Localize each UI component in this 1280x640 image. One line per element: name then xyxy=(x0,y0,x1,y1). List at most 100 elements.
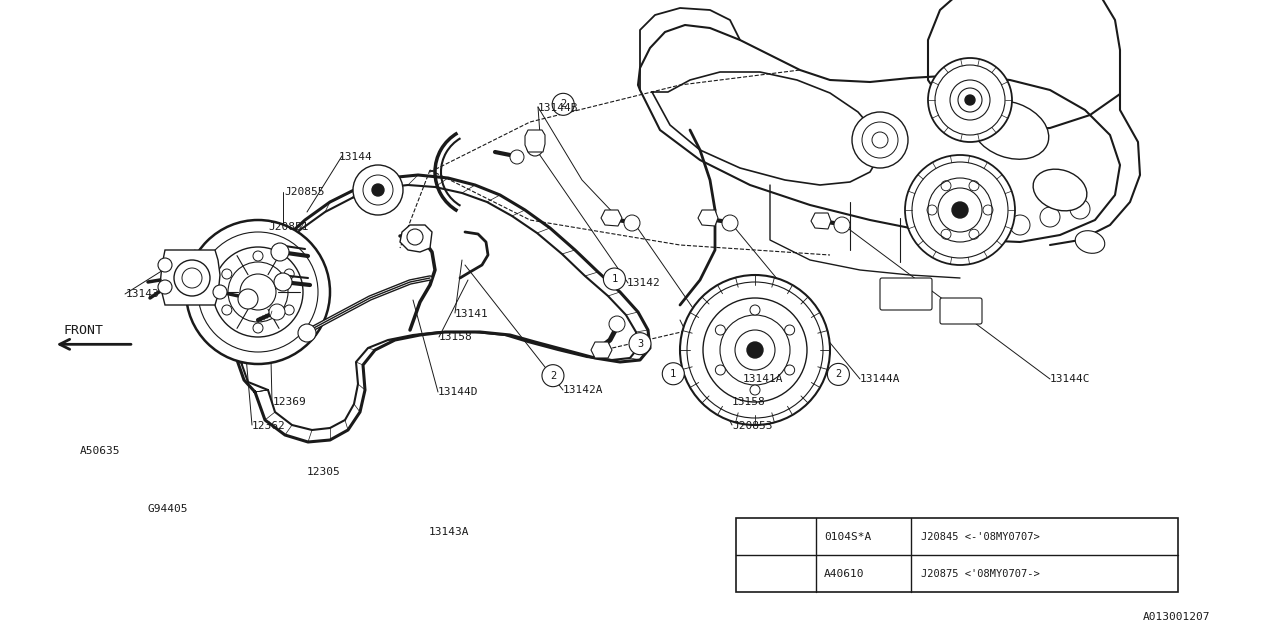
Text: 13141: 13141 xyxy=(454,308,488,319)
Polygon shape xyxy=(812,213,831,229)
Polygon shape xyxy=(736,518,1178,592)
Text: FRONT: FRONT xyxy=(64,324,104,337)
Circle shape xyxy=(221,269,232,279)
Text: 12369: 12369 xyxy=(273,397,306,407)
Text: 0104S*A: 0104S*A xyxy=(824,532,872,542)
Circle shape xyxy=(298,324,316,342)
Circle shape xyxy=(603,268,626,290)
Circle shape xyxy=(785,365,795,375)
Polygon shape xyxy=(591,342,612,358)
Text: J20855: J20855 xyxy=(284,187,325,197)
Polygon shape xyxy=(399,225,433,252)
Circle shape xyxy=(827,364,850,385)
Circle shape xyxy=(1070,199,1091,219)
Text: 12305: 12305 xyxy=(307,467,340,477)
Polygon shape xyxy=(602,210,622,226)
Circle shape xyxy=(716,365,726,375)
Text: A40610: A40610 xyxy=(824,568,864,579)
Circle shape xyxy=(928,58,1012,142)
Circle shape xyxy=(182,268,202,288)
Text: J20853: J20853 xyxy=(732,420,773,431)
Text: 2: 2 xyxy=(836,369,841,380)
Circle shape xyxy=(1010,215,1030,235)
Circle shape xyxy=(662,363,685,385)
Circle shape xyxy=(950,80,989,120)
Circle shape xyxy=(174,260,210,296)
Text: J20851: J20851 xyxy=(269,222,310,232)
Text: 1: 1 xyxy=(671,369,676,379)
Text: 13142A: 13142A xyxy=(563,385,604,396)
Circle shape xyxy=(835,217,850,233)
Text: 13144B: 13144B xyxy=(538,102,579,113)
Circle shape xyxy=(748,526,769,548)
Circle shape xyxy=(952,202,968,218)
Circle shape xyxy=(228,262,288,322)
Circle shape xyxy=(353,165,403,215)
Circle shape xyxy=(284,269,294,279)
Circle shape xyxy=(872,132,888,148)
Circle shape xyxy=(722,215,739,231)
Circle shape xyxy=(552,93,575,115)
Circle shape xyxy=(527,140,543,156)
Text: 2: 2 xyxy=(755,568,762,579)
Text: 2: 2 xyxy=(550,371,556,381)
Text: 13143A: 13143A xyxy=(429,527,470,538)
Circle shape xyxy=(274,273,292,291)
Ellipse shape xyxy=(1033,169,1087,211)
Circle shape xyxy=(750,385,760,395)
Circle shape xyxy=(719,315,790,385)
Circle shape xyxy=(407,229,422,245)
Circle shape xyxy=(750,305,760,315)
Text: 12362: 12362 xyxy=(252,420,285,431)
Polygon shape xyxy=(160,250,220,305)
Text: G94405: G94405 xyxy=(147,504,188,514)
Circle shape xyxy=(680,275,829,425)
Circle shape xyxy=(1039,207,1060,227)
Circle shape xyxy=(748,563,769,584)
Text: J20875 <'08MY0707->: J20875 <'08MY0707-> xyxy=(922,568,1039,579)
Text: 1: 1 xyxy=(755,532,762,542)
Circle shape xyxy=(221,305,232,315)
Text: 13144: 13144 xyxy=(339,152,372,162)
Text: 3: 3 xyxy=(637,339,643,349)
Circle shape xyxy=(625,215,640,231)
Text: A50635: A50635 xyxy=(79,446,120,456)
Circle shape xyxy=(253,251,262,261)
Ellipse shape xyxy=(972,100,1048,159)
FancyBboxPatch shape xyxy=(881,278,932,310)
Text: 13144C: 13144C xyxy=(1050,374,1091,384)
Circle shape xyxy=(905,155,1015,265)
Text: 1: 1 xyxy=(612,274,617,284)
Circle shape xyxy=(748,342,763,358)
Text: 13143: 13143 xyxy=(125,289,159,300)
FancyBboxPatch shape xyxy=(940,298,982,324)
Circle shape xyxy=(928,178,992,242)
Circle shape xyxy=(186,220,330,364)
Circle shape xyxy=(785,325,795,335)
Circle shape xyxy=(157,280,172,294)
Circle shape xyxy=(541,365,564,387)
Circle shape xyxy=(212,285,227,299)
Circle shape xyxy=(157,258,172,272)
Circle shape xyxy=(509,150,524,164)
Circle shape xyxy=(609,316,625,332)
Circle shape xyxy=(238,289,259,309)
Text: 2: 2 xyxy=(561,99,566,109)
Circle shape xyxy=(253,323,262,333)
Text: J20845 <-'08MY0707>: J20845 <-'08MY0707> xyxy=(922,532,1039,542)
Circle shape xyxy=(716,325,726,335)
Ellipse shape xyxy=(1075,230,1105,253)
Circle shape xyxy=(372,184,384,196)
Circle shape xyxy=(965,95,975,105)
Text: 13158: 13158 xyxy=(732,397,765,407)
Text: 3: 3 xyxy=(860,550,867,560)
Text: 13142: 13142 xyxy=(627,278,660,288)
Text: 13144A: 13144A xyxy=(860,374,901,384)
Polygon shape xyxy=(525,130,545,152)
Circle shape xyxy=(271,243,289,261)
Circle shape xyxy=(852,112,908,168)
Circle shape xyxy=(628,333,652,355)
Text: 13141A: 13141A xyxy=(742,374,783,384)
Circle shape xyxy=(269,304,285,320)
Circle shape xyxy=(284,305,294,315)
